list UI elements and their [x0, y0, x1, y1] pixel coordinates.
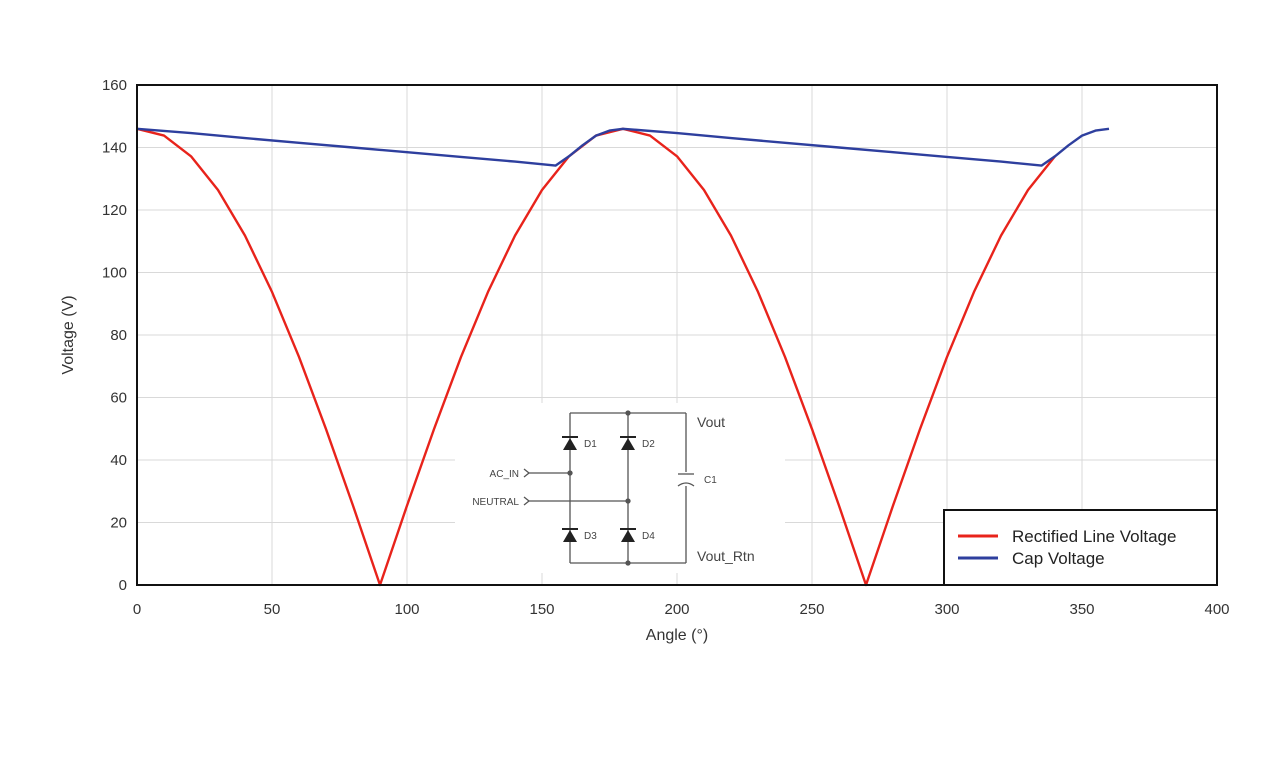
y-tick-label: 160: [102, 77, 127, 94]
x-tick-label: 150: [529, 601, 554, 618]
x-axis-title: Angle (°): [646, 627, 708, 644]
label-neutral: NEUTRAL: [472, 497, 519, 508]
x-tick-label: 200: [664, 601, 689, 618]
label-vout: Vout: [697, 414, 725, 430]
series-line-cap-voltage: [136, 127, 1110, 167]
legend-label-rectified: Rectified Line Voltage: [1012, 527, 1176, 546]
x-tick-label: 300: [934, 601, 959, 618]
label-vout-rtn: Vout_Rtn: [697, 548, 755, 564]
y-tick-label: 0: [119, 577, 127, 594]
x-tick-label: 400: [1204, 601, 1229, 618]
rectifier-schematic: [455, 403, 785, 573]
y-tick-label: 100: [102, 265, 127, 282]
x-tick-label: 350: [1069, 601, 1094, 618]
diode-d1: [562, 436, 578, 450]
x-tick-labels: 0 50 100 150 200 250 300 350 400: [133, 601, 1230, 618]
schematic-background: [455, 403, 785, 573]
y-tick-label: 120: [102, 202, 127, 219]
legend-box: [943, 509, 1218, 586]
label-d4: D4: [642, 531, 655, 542]
diode-d4: [620, 528, 636, 542]
capacitor-plate-bottom: [677, 482, 695, 487]
legend: Rectified Line Voltage Cap Voltage: [943, 509, 1218, 586]
y-tick-label: 60: [110, 390, 127, 407]
y-tick-labels: 0 20 40 60 80 100 120 140 160: [102, 77, 127, 594]
x-tick-label: 0: [133, 601, 141, 618]
series-layer: [136, 127, 1110, 587]
plot-frame: [136, 84, 1218, 586]
label-ac-in: AC_IN: [490, 469, 519, 480]
y-tick-label: 80: [110, 327, 127, 344]
x-tick-label: 100: [394, 601, 419, 618]
schematic-labels: Vout Vout_Rtn AC_IN NEUTRAL D1 D2 D3 D4 …: [472, 414, 754, 564]
y-axis-title: Voltage (V): [60, 295, 77, 374]
diode-d2: [620, 436, 636, 450]
x-tick-label: 50: [264, 601, 281, 618]
y-tick-label: 40: [110, 452, 127, 469]
label-d3: D3: [584, 531, 597, 542]
diode-d3: [562, 528, 578, 542]
label-c1: C1: [704, 475, 717, 486]
x-tick-label: 250: [799, 601, 824, 618]
label-d1: D1: [584, 439, 597, 450]
label-d2: D2: [642, 439, 655, 450]
legend-label-cap: Cap Voltage: [1012, 549, 1105, 568]
y-tick-label: 140: [102, 140, 127, 157]
y-tick-label: 20: [110, 515, 127, 532]
